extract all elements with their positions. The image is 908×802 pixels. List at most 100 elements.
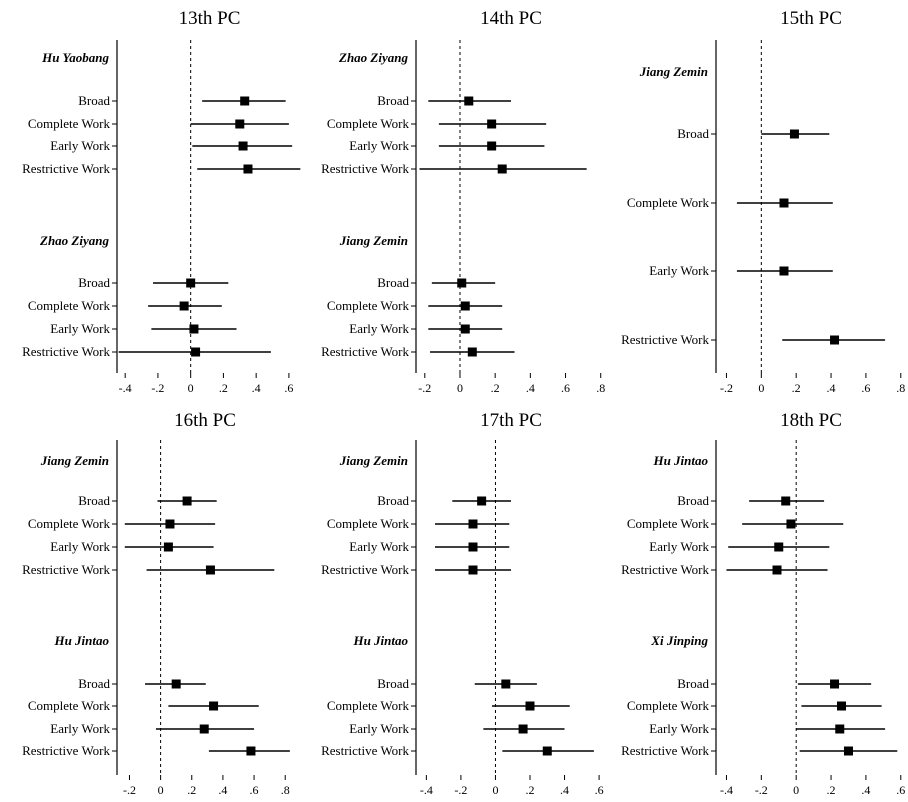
point-estimate bbox=[464, 96, 474, 106]
x-tick-label: .6 bbox=[250, 783, 259, 797]
panel-title: 18th PC bbox=[780, 410, 842, 431]
x-tick-label: 0 bbox=[158, 783, 164, 797]
point-estimate bbox=[209, 701, 219, 711]
point-estimate bbox=[789, 129, 799, 139]
point-estimate bbox=[467, 347, 477, 357]
x-tick-label: 0 bbox=[758, 381, 764, 395]
row-label: Complete Work bbox=[327, 298, 410, 313]
point-estimate bbox=[497, 164, 507, 174]
group-name: Zhao Ziyang bbox=[39, 233, 109, 248]
group-name: Hu Yaobang bbox=[41, 50, 109, 65]
panel-1: 13th PC -.4 -.2 0 .2 .4 .6 Hu Yaobang Broad Compl… bbox=[22, 8, 301, 395]
x-tick-label: .4 bbox=[526, 381, 535, 395]
row-label: Restrictive Work bbox=[321, 161, 409, 176]
x-tick-label: .2 bbox=[491, 381, 500, 395]
row-label: Complete Work bbox=[28, 516, 111, 531]
row-label: Early Work bbox=[50, 539, 110, 554]
x-tick-label: .6 bbox=[861, 381, 870, 395]
group-name: Hu Jintao bbox=[53, 633, 109, 648]
point-estimate bbox=[487, 119, 497, 129]
x-tick-label: .2 bbox=[187, 783, 196, 797]
point-estimate bbox=[525, 701, 535, 711]
row-label: Broad bbox=[377, 493, 409, 508]
group-name: Hu Jintao bbox=[652, 453, 708, 468]
x-tick-label: -.2 bbox=[454, 783, 467, 797]
point-estimate bbox=[835, 724, 845, 734]
point-estimate bbox=[191, 347, 201, 357]
group-name: Zhao Ziyang bbox=[338, 50, 408, 65]
x-tick-label: .6 bbox=[595, 783, 604, 797]
row-label: Complete Work bbox=[327, 116, 410, 131]
point-estimate bbox=[165, 519, 175, 529]
x-tick-label: .4 bbox=[861, 783, 870, 797]
point-estimate bbox=[542, 746, 552, 756]
point-estimate bbox=[186, 278, 196, 288]
point-estimate bbox=[468, 519, 478, 529]
row-label: Restrictive Work bbox=[321, 344, 409, 359]
point-estimate bbox=[457, 278, 467, 288]
point-estimate bbox=[843, 746, 853, 756]
x-tick-label: .8 bbox=[896, 381, 905, 395]
point-estimate bbox=[163, 542, 173, 552]
x-tick-label: .2 bbox=[526, 783, 535, 797]
row-label: Complete Work bbox=[627, 516, 710, 531]
group-name: Xi Jinping bbox=[650, 633, 708, 648]
panel-title: 15th PC bbox=[780, 8, 842, 29]
row-label: Early Work bbox=[349, 321, 409, 336]
panel-5: 17th PC -.4 -.2 0 .2 .4 .6 Jiang Zemin Broad Comp… bbox=[321, 410, 603, 797]
x-tick-label: -.4 bbox=[119, 381, 132, 395]
point-estimate bbox=[518, 724, 528, 734]
row-label: Restrictive Work bbox=[621, 743, 709, 758]
x-tick-label: 0 bbox=[457, 381, 463, 395]
row-label: Broad bbox=[377, 275, 409, 290]
x-tick-label: .4 bbox=[560, 783, 569, 797]
group-name: Jiang Zemin bbox=[339, 233, 408, 248]
x-tick-label: 0 bbox=[793, 783, 799, 797]
x-tick-label: .4 bbox=[218, 783, 227, 797]
point-estimate bbox=[781, 496, 791, 506]
x-tick-label: .2 bbox=[219, 381, 228, 395]
point-estimate bbox=[171, 679, 181, 689]
x-tick-label: 0 bbox=[188, 381, 194, 395]
x-tick-label: .2 bbox=[792, 381, 801, 395]
row-label: Early Work bbox=[50, 138, 110, 153]
x-tick-label: .6 bbox=[561, 381, 570, 395]
group-name: Hu Jintao bbox=[352, 633, 408, 648]
row-label: Broad bbox=[677, 676, 709, 691]
panel-title: 14th PC bbox=[480, 8, 542, 29]
x-tick-label: -.2 bbox=[151, 381, 164, 395]
group-name: Jiang Zemin bbox=[339, 453, 408, 468]
point-estimate bbox=[477, 496, 487, 506]
x-tick-label: .2 bbox=[827, 783, 836, 797]
panel-title: 13th PC bbox=[179, 8, 241, 29]
point-estimate bbox=[501, 679, 511, 689]
row-label: Complete Work bbox=[627, 195, 710, 210]
point-estimate bbox=[246, 746, 256, 756]
x-tick-label: -.2 bbox=[418, 381, 431, 395]
x-tick-label: 0 bbox=[492, 783, 498, 797]
point-estimate bbox=[182, 496, 192, 506]
point-estimate bbox=[205, 565, 215, 575]
x-tick-label: -.4 bbox=[720, 783, 733, 797]
row-label: Restrictive Work bbox=[22, 562, 110, 577]
point-estimate bbox=[238, 141, 248, 151]
x-tick-label: .8 bbox=[281, 783, 290, 797]
row-label: Early Work bbox=[50, 721, 110, 736]
point-estimate bbox=[468, 565, 478, 575]
point-estimate bbox=[772, 565, 782, 575]
row-label: Restrictive Work bbox=[321, 562, 409, 577]
row-label: Complete Work bbox=[327, 698, 410, 713]
row-label: Broad bbox=[377, 676, 409, 691]
row-label: Restrictive Work bbox=[22, 743, 110, 758]
panel-6: 18th PC -.4 -.2 0 .2 .4 .6 Hu Jintao Broad Comple… bbox=[621, 410, 905, 797]
row-label: Early Work bbox=[349, 539, 409, 554]
point-estimate bbox=[830, 335, 840, 345]
group-name: Jiang Zemin bbox=[40, 453, 109, 468]
point-estimate bbox=[786, 519, 796, 529]
panel-3: 15th PC -.2 0 .2 .4 .6 .8 Jiang Zemin Broad Compl… bbox=[621, 8, 905, 395]
group-name: Jiang Zemin bbox=[639, 64, 708, 79]
row-label: Complete Work bbox=[627, 698, 710, 713]
point-estimate bbox=[487, 141, 497, 151]
panel-4: 16th PC -.2 0 .2 .4 .6 .8 Jiang Zemin Broad Compl… bbox=[22, 410, 290, 797]
